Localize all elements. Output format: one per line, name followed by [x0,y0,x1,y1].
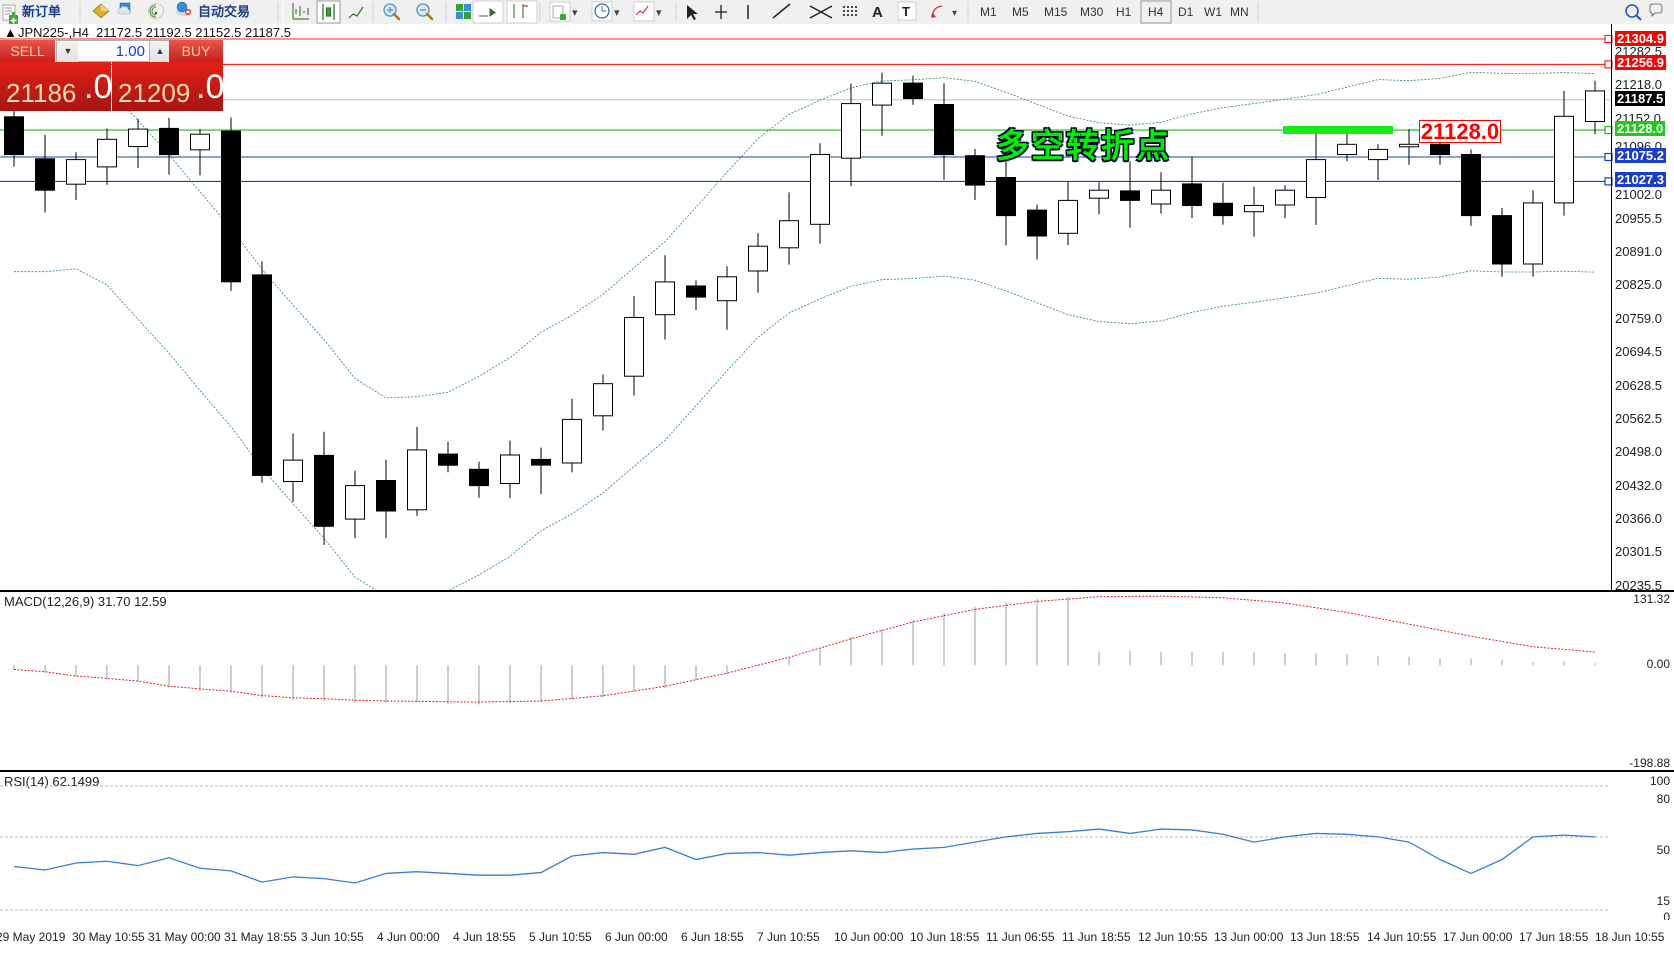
svg-text:MN: MN [1230,5,1249,19]
svg-text:▾: ▾ [952,8,957,19]
svg-text:M30: M30 [1080,5,1104,19]
svg-text:D1: D1 [1178,5,1194,19]
svg-text:新订单: 新订单 [22,4,61,19]
svg-text:M5: M5 [1012,5,1029,19]
svg-text:▾: ▾ [656,7,662,19]
svg-text:M15: M15 [1044,5,1068,19]
svg-text:▾: ▾ [614,7,620,19]
svg-text:A: A [872,4,883,21]
svg-text:H1: H1 [1116,5,1132,19]
svg-text:▾: ▾ [572,7,578,19]
svg-text:T: T [902,4,910,19]
svg-text:W1: W1 [1204,5,1222,19]
svg-text:自动交易: 自动交易 [198,4,250,19]
svg-text:M1: M1 [980,5,997,19]
svg-text:H4: H4 [1148,5,1164,19]
